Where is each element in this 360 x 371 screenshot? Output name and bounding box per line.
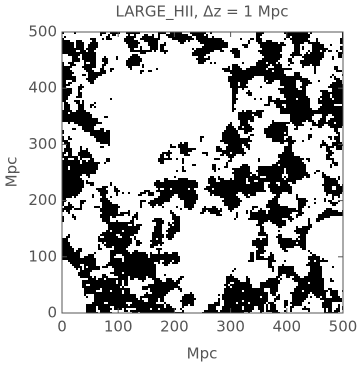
plot-frame bbox=[61, 31, 344, 314]
x-tick-label: 400 bbox=[272, 318, 301, 336]
x-tick-label: 100 bbox=[104, 318, 133, 336]
chart-title: LARGE_HII, Δz = 1 Mpc bbox=[116, 3, 289, 22]
x-axis-label: Mpc bbox=[187, 345, 218, 363]
x-tick-label: 0 bbox=[57, 318, 67, 336]
y-tick-label: 100 bbox=[28, 247, 57, 265]
x-tick-label: 300 bbox=[216, 318, 245, 336]
x-tick-label: 500 bbox=[329, 318, 358, 336]
y-tick-label: 500 bbox=[28, 23, 57, 41]
y-tick-label: 0 bbox=[47, 304, 57, 322]
y-tick-label: 400 bbox=[28, 79, 57, 97]
y-tick-label: 300 bbox=[28, 135, 57, 153]
y-tick-label: 200 bbox=[28, 191, 57, 209]
y-axis-label: Mpc bbox=[3, 157, 21, 188]
x-tick-label: 200 bbox=[160, 318, 189, 336]
neutral-region bbox=[62, 32, 343, 313]
